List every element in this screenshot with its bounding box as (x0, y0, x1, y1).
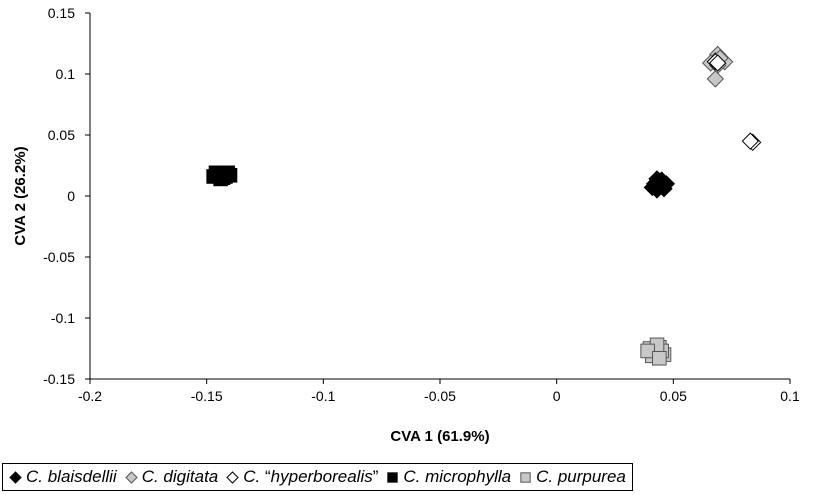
data-point (220, 165, 235, 181)
data-point (650, 176, 669, 194)
legend: C. blaisdellii C. digitata C. “hyperboreal… (2, 463, 633, 491)
legend-item: C. “hyperborealis” (226, 467, 378, 487)
legend-item: C. purpurea (519, 467, 626, 487)
legend-label: C. microphylla (403, 467, 512, 486)
legend-label: C. purpurea (536, 467, 626, 486)
legend-label: C. digitata (141, 467, 219, 486)
legend-marker-shape (9, 470, 22, 484)
diamond-marker-icon (124, 470, 138, 484)
legend-label: C. “hyperborealis” (243, 467, 379, 486)
series-c-hyperborealis (706, 53, 762, 152)
data-point (640, 343, 655, 359)
series-c-blaisdellii (643, 170, 676, 199)
x-tick-label: 0.1 (780, 388, 800, 404)
legend-item: C. blaisdellii (9, 467, 117, 487)
data-points (206, 45, 762, 366)
axes: -0.2 -0.15 -0.1 -0.05 0 0.05 0.1-0.15-0.1-0.05… (43, 5, 800, 404)
scatter-chart: -0.2 -0.15 -0.1 -0.05 0 0.05 0.1-0.15-0.1-0.05… (12, 5, 800, 445)
x-tick-label: -0.05 (424, 388, 456, 404)
data-point (741, 132, 760, 150)
x-tick-label: -0.1 (311, 388, 335, 404)
square-marker-icon (520, 471, 531, 483)
diamond-marker-icon (9, 470, 22, 484)
x-tick-label: 0 (553, 388, 561, 404)
data-point (706, 70, 725, 88)
square-marker-icon (387, 471, 399, 483)
series-c-purpurea (640, 337, 672, 366)
x-tick-label: -0.2 (78, 388, 102, 404)
y-tick-label: -0.05 (43, 249, 75, 265)
y-tick-label: 0.15 (48, 5, 75, 21)
data-point (652, 350, 667, 366)
series-c-microphylla (206, 165, 238, 187)
x-axis-title: CVA 1 (61.9%) (390, 428, 489, 445)
legend-item: C. microphylla (386, 467, 511, 487)
y-axis-title: CVA 2 (26.2%) (12, 146, 29, 245)
y-tick-label: 0 (67, 188, 75, 204)
legend-marker-shape (124, 470, 138, 484)
x-tick-label: 0.05 (660, 388, 687, 404)
legend-marker-shape (387, 471, 399, 483)
y-tick-label: -0.15 (43, 371, 75, 387)
y-tick-label: -0.1 (51, 310, 75, 326)
diamond-marker-icon (226, 470, 239, 484)
x-tick-label: -0.15 (191, 388, 223, 404)
legend-label: C. blaisdellii (26, 467, 117, 486)
y-tick-label: 0.05 (48, 127, 75, 143)
data-point (708, 54, 727, 72)
y-tick-label: 0.1 (56, 66, 76, 82)
legend-marker-shape (520, 471, 531, 483)
legend-item: C. digitata (124, 467, 219, 487)
legend-marker-shape (226, 470, 239, 484)
